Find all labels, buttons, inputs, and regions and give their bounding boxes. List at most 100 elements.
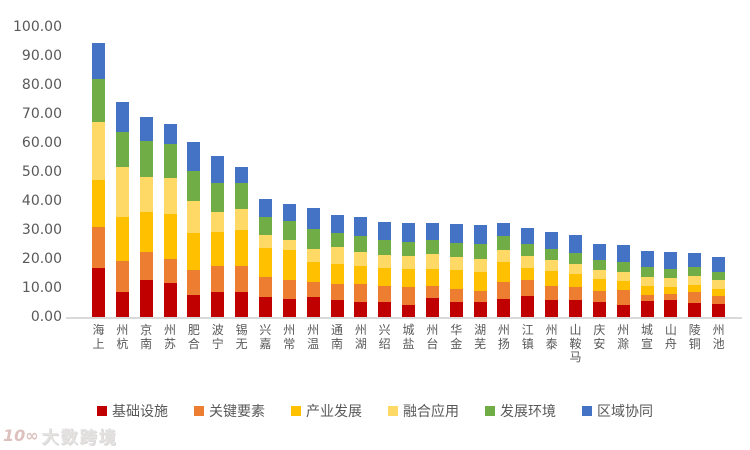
legend-label: 产业发展 bbox=[306, 404, 362, 420]
bar-segment bbox=[115, 260, 129, 292]
bar bbox=[497, 222, 511, 317]
bar-segment bbox=[258, 247, 272, 278]
x-axis-label-char: 城 bbox=[402, 323, 415, 337]
bar-segment bbox=[592, 290, 606, 303]
bar-segment bbox=[187, 270, 201, 295]
bar-segment bbox=[258, 277, 272, 297]
x-axis-label-char: 扬 bbox=[497, 336, 510, 351]
bar-segment bbox=[521, 280, 535, 296]
x-axis-label-char: 州 bbox=[307, 323, 320, 337]
x-axis-label-char: 州 bbox=[712, 323, 725, 337]
bar-segment bbox=[354, 235, 368, 252]
bar-segment bbox=[521, 255, 535, 269]
y-axis-tick-label: 20.00 bbox=[21, 250, 62, 267]
bar-segment bbox=[163, 178, 177, 215]
x-axis-label-char: 兴 bbox=[259, 323, 272, 337]
bar-segment bbox=[258, 198, 272, 218]
bar-segment bbox=[449, 242, 463, 258]
bar-segment bbox=[282, 250, 296, 280]
bar-segment bbox=[354, 216, 368, 236]
legend-item: 区域协同 bbox=[582, 401, 653, 421]
bar-segment bbox=[545, 259, 559, 272]
bar-segment bbox=[712, 271, 726, 281]
x-axis-label-char: 金 bbox=[450, 336, 463, 351]
bar bbox=[258, 198, 272, 317]
bar-segment bbox=[139, 252, 153, 280]
bar-segment bbox=[521, 295, 535, 317]
bar-segment bbox=[115, 131, 129, 168]
bar-segment bbox=[569, 287, 582, 301]
y-axis-tick-label: 60.00 bbox=[21, 134, 62, 151]
bar-segment bbox=[616, 272, 630, 282]
bar-segment bbox=[115, 216, 129, 261]
bar bbox=[616, 244, 630, 317]
bar bbox=[139, 116, 153, 317]
x-axis-label-char: 温 bbox=[307, 336, 320, 351]
x-axis-label-char: 锡 bbox=[235, 323, 248, 337]
bar-segment bbox=[664, 268, 678, 279]
x-axis-label-char: 兴 bbox=[378, 323, 391, 337]
y-axis-tick-label: 40.00 bbox=[21, 192, 62, 209]
bar-segment bbox=[163, 144, 177, 179]
bar-segment bbox=[545, 286, 559, 301]
bar-segment bbox=[330, 233, 344, 247]
bar-segment bbox=[354, 251, 368, 266]
x-axis-label-char: 山 bbox=[664, 323, 677, 337]
x-axis-label: 江镇 bbox=[520, 323, 536, 351]
bar-segment bbox=[211, 183, 225, 213]
x-axis-label-char: 马 bbox=[569, 350, 582, 364]
bar-segment bbox=[402, 222, 416, 242]
bar-segment bbox=[163, 259, 177, 283]
y-axis-tick-label: 30.00 bbox=[21, 221, 62, 238]
bar-segment bbox=[712, 288, 726, 296]
x-axis-label-char: 州 bbox=[164, 323, 177, 337]
bar bbox=[640, 251, 654, 317]
bar-segment bbox=[115, 167, 129, 217]
x-axis-label: 肥合 bbox=[186, 323, 202, 351]
bar-segment bbox=[354, 283, 368, 302]
bar bbox=[592, 243, 606, 317]
x-axis-label-char: 宣 bbox=[641, 336, 654, 351]
legend-label: 融合应用 bbox=[403, 404, 459, 420]
bar-segment bbox=[378, 221, 392, 241]
bar-segment bbox=[92, 226, 105, 269]
bar bbox=[545, 232, 559, 317]
x-axis-label: 波宁 bbox=[210, 323, 226, 351]
y-axis-tick-label: 0.00 bbox=[30, 309, 62, 325]
bar bbox=[354, 216, 368, 317]
y-axis-tick-label: 90.00 bbox=[21, 47, 62, 64]
legend-item: 基础设施 bbox=[97, 401, 168, 421]
bar-segment bbox=[115, 291, 129, 317]
x-axis-label: 陵铜 bbox=[687, 323, 703, 351]
bar-segment bbox=[473, 243, 487, 259]
bar-segment bbox=[235, 291, 249, 317]
bar-segment bbox=[640, 285, 654, 295]
x-axis-label-char: 陵 bbox=[688, 323, 701, 337]
bar-segment bbox=[115, 102, 129, 132]
legend-item: 产业发展 bbox=[291, 401, 362, 421]
bar-segment bbox=[592, 302, 606, 317]
bar-segment bbox=[211, 292, 225, 317]
bar-segment bbox=[187, 170, 201, 202]
bar-segment bbox=[306, 281, 320, 298]
bar bbox=[473, 225, 487, 317]
y-axis-tick-label: 50.00 bbox=[21, 163, 62, 180]
bar bbox=[163, 123, 177, 317]
bar bbox=[378, 221, 392, 317]
x-axis-label: 州湖 bbox=[353, 323, 369, 351]
bar-segment bbox=[378, 286, 392, 303]
bar bbox=[425, 223, 439, 317]
x-axis-label-char: 南 bbox=[330, 336, 343, 351]
bar-segment bbox=[139, 279, 153, 317]
x-axis-label: 京南 bbox=[138, 323, 154, 351]
bar-segment bbox=[569, 253, 582, 265]
bar-segment bbox=[425, 240, 439, 254]
bar-segment bbox=[449, 288, 463, 303]
legend-item: 发展环境 bbox=[485, 401, 556, 421]
bar-segment bbox=[688, 284, 702, 293]
legend-label: 发展环境 bbox=[500, 404, 556, 420]
x-axis-label-char: 铜 bbox=[688, 336, 701, 351]
bar-segment bbox=[425, 298, 439, 317]
x-axis-label-char: 州 bbox=[283, 323, 296, 337]
bar-segment bbox=[258, 296, 272, 317]
